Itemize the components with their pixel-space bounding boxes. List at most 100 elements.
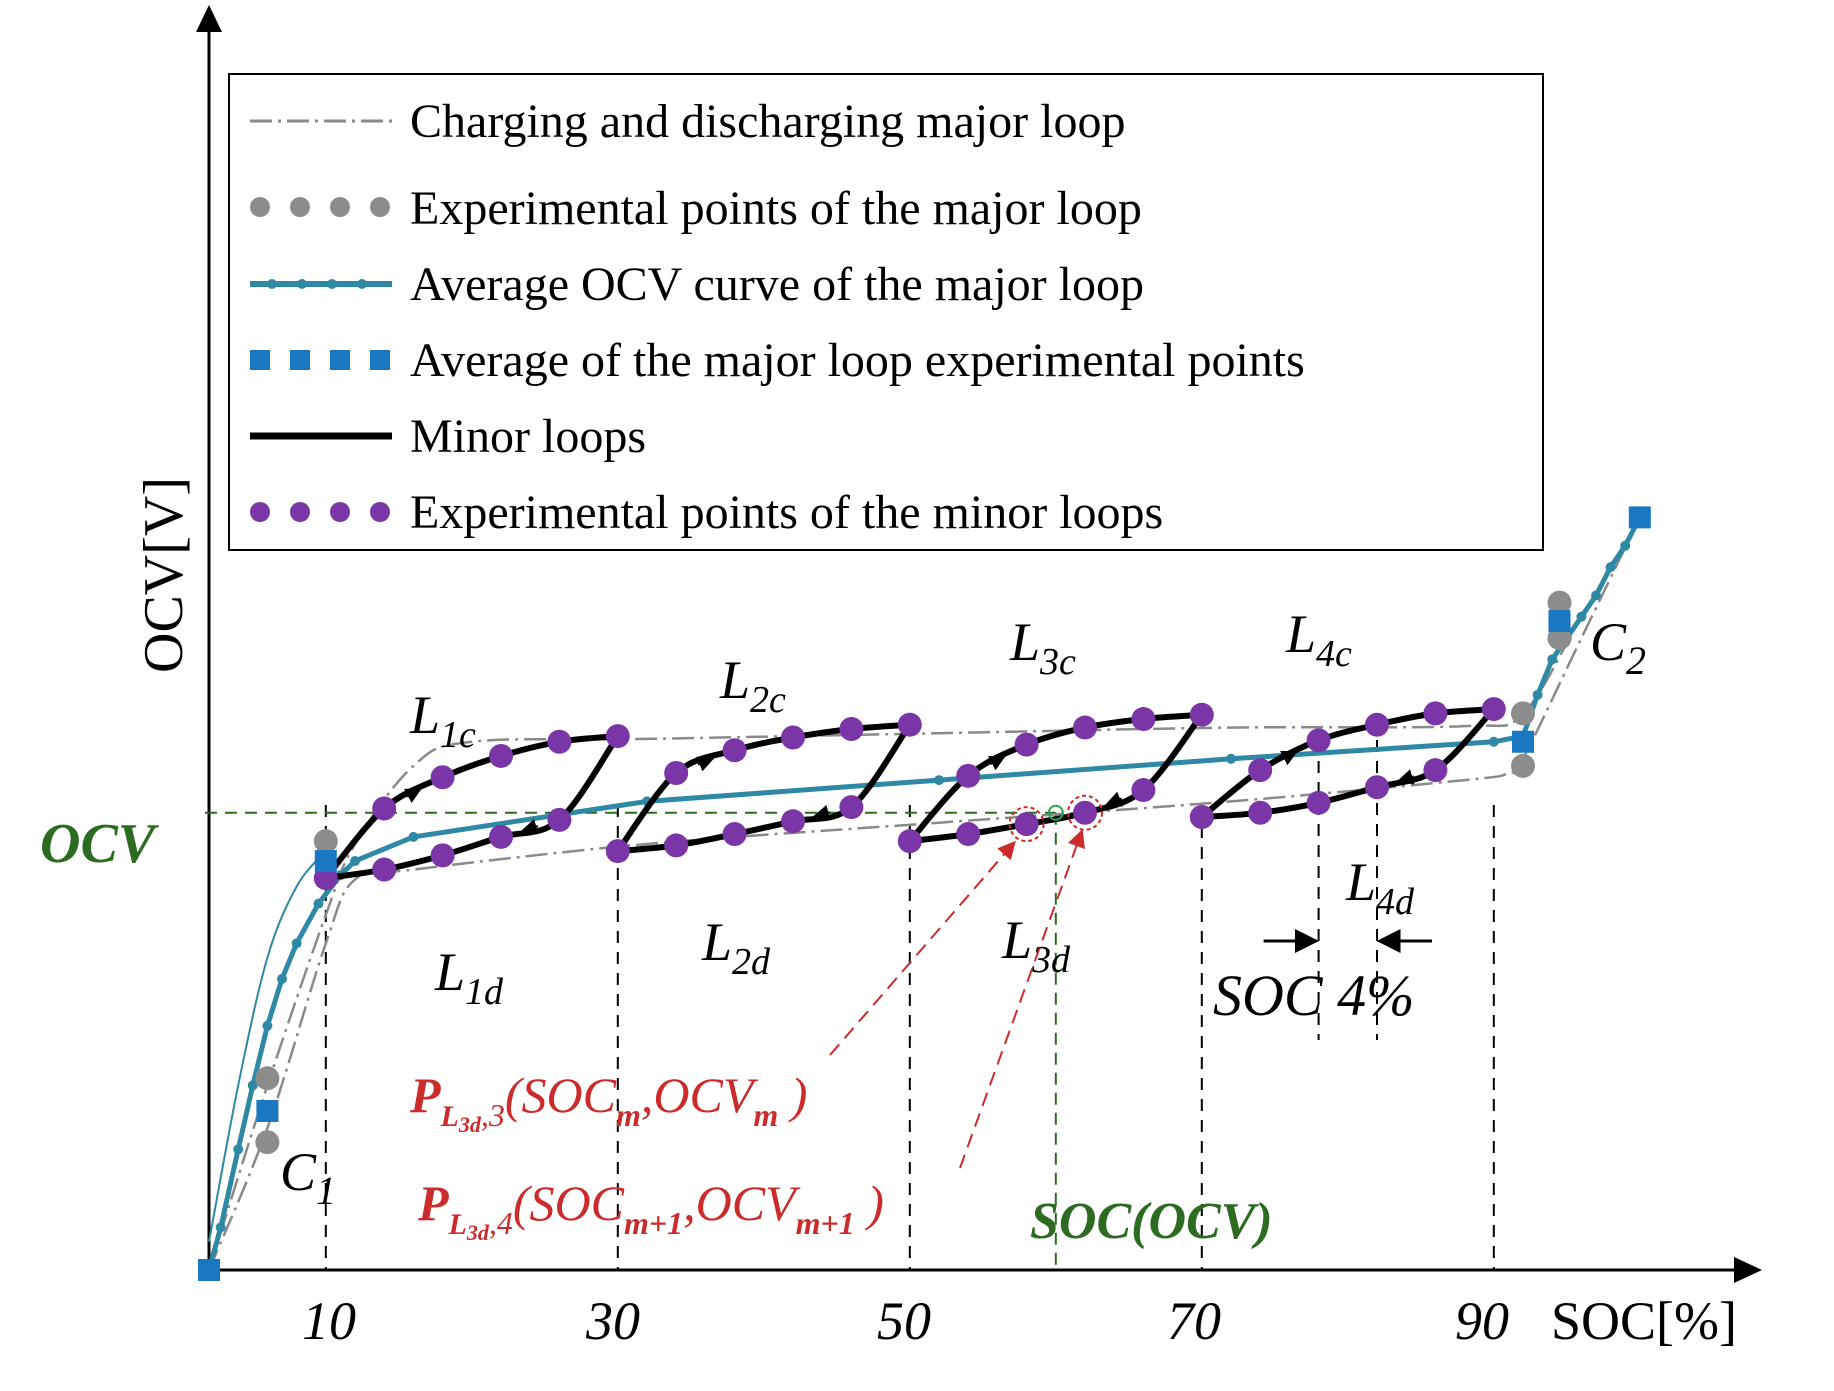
minor-loop-point [547,807,572,832]
minor-loop-point [1365,775,1389,800]
minor-loop-L4-discharge-arrow [1396,769,1415,785]
average-curve-marker [934,775,944,786]
loop-label-L3-charge: L3c [1009,612,1076,683]
average-curve-marker [350,856,360,867]
average-curve-marker [1226,753,1236,764]
average-curve-marker [1591,590,1601,601]
minor-loop-point [1423,701,1448,726]
data-points [198,506,1651,1281]
soc-ocv-label: SOC(OCV) [1030,1193,1273,1250]
c2-label: C2 [1590,612,1646,683]
step-label: SOC 4% [1213,963,1414,1028]
loop-label-L2-discharge: L2d [701,912,771,983]
loop-label-L4-discharge: L4d [1345,852,1415,923]
minor-loop-point [313,866,338,891]
x-tick-label: 10 [302,1291,356,1351]
major-loop-point [1511,753,1535,778]
minor-loop-L3-charge-arrow [987,755,1006,771]
minor-loop-point [1248,800,1273,825]
legend-label-minor: Minor loops [410,410,646,463]
minor-loop-point [897,712,922,737]
loop-label-L2-charge: L2c [719,650,786,721]
p4-label: PL3d,4(SOCm+1,OCVm+1 ) [417,1175,884,1245]
minor-loop-point [1481,697,1506,722]
x-tick-label: 30 [585,1291,640,1351]
minor-loop-L3-discharge-arrow [1105,791,1124,807]
p3-highlight [1008,806,1045,843]
average-curve-marker [247,1080,258,1091]
average-curve-marker [1576,611,1587,622]
minor-loop-point [605,724,630,749]
c1-label: C1 [280,1142,336,1213]
minor-loop-point [1014,812,1039,837]
minor-loop-point [1131,707,1156,732]
p3-pointer [829,840,1016,1056]
minor-loop-point [1073,715,1097,740]
p3-label: PL3d,3(SOCm,OCVm ) [409,1067,807,1137]
average-ocv-thin-line [208,850,327,1242]
average-point [1628,506,1651,529]
major-loop-point [1547,626,1572,651]
minor-loop-point [1131,778,1156,803]
loop-label-L4-charge: L4c [1285,604,1352,675]
minor-loop-point [489,743,513,768]
average-curve-marker [277,973,287,984]
minor-loop-point [722,822,747,847]
average-curve-marker [233,1144,244,1155]
average-curve-marker [313,898,324,909]
minor-loop-point [956,822,981,847]
minor-loop-point [722,738,747,763]
minor-loop-point [430,843,455,868]
minor-loop-point [1014,732,1039,757]
x-tick-label: 70 [1167,1291,1221,1351]
minor-loop-point [664,833,689,858]
legend-label-average: Average OCV curve of the major loop [410,258,1144,311]
major-loop-point [1547,590,1572,615]
minor-loop-L1-charge-arrow [403,788,422,803]
y-axis-arrow [196,5,222,32]
minor-loop-point [781,809,805,834]
minor-loop-L2-charge-arrow [696,756,715,772]
average-curve-marker [215,1222,226,1233]
major-loop-point [1511,701,1535,726]
major-loop-discharge-line [207,516,1641,1271]
legend-label-major: Charging and discharging major loop [410,95,1125,148]
major-loop-point [313,829,338,854]
minor-loop-point [430,765,455,790]
minor-loop-point [897,829,922,854]
legend-box [228,73,1544,551]
minor-loop-point [1306,790,1331,815]
average-point [198,1259,220,1281]
minor-loop-point [372,796,397,821]
p4-highlight [1067,794,1103,831]
average-curve-marker [408,831,419,842]
p4-pointer [959,829,1085,1169]
minor-loop-point [664,761,689,785]
soc-ocv-marker [1047,804,1064,821]
average-curve-marker [262,1020,273,1031]
loop-label-L3-discharge: L3d [1001,910,1071,981]
average-point [256,1099,279,1122]
minor-loop-L4-charge-arrow [1280,750,1298,766]
loop-label-L1-charge: L1c [409,685,476,756]
minor-loop-point [839,795,864,820]
legend-label-major-points: Experimental points of the major loop [410,182,1142,235]
major-loop-charge-line [207,516,1641,1271]
minor-loop-point [489,824,513,849]
legend-swatch-major-points [250,197,390,217]
minor-loop-point [1423,758,1448,783]
minor-loop-point [605,839,630,864]
average-point [1512,730,1534,753]
x-tick-label: 50 [877,1291,931,1351]
legend: Charging and discharging major loop Expe… [228,73,1544,551]
minor-loop-point [839,716,864,741]
x-axis-arrow [1734,1257,1762,1283]
y-axis-label: OCV[V] [133,477,195,673]
minor-loop-point [1306,728,1331,753]
average-curve-marker [1620,540,1631,551]
average-ocv-line [206,516,1643,1271]
legend-label-minor-points: Experimental points of the minor loops [410,486,1163,539]
average-curve-marker [291,938,302,949]
minor-loop-point [1073,800,1097,825]
major-loop-point [255,1066,280,1091]
